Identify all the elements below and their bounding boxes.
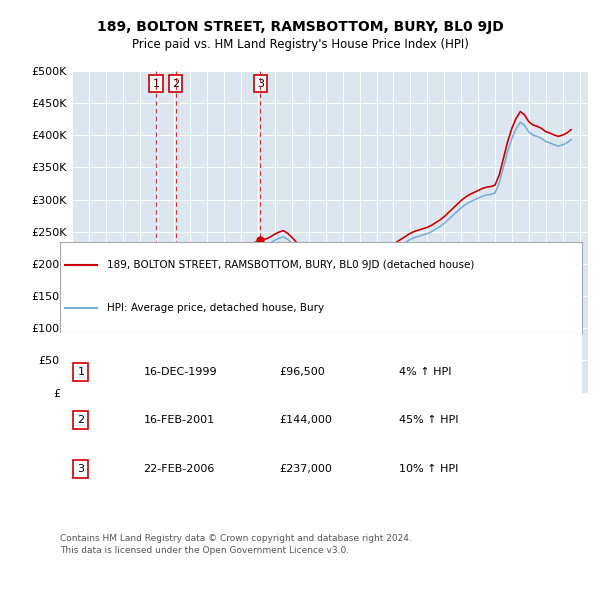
Text: 16-DEC-1999: 16-DEC-1999: [143, 366, 217, 376]
Text: 3: 3: [77, 464, 85, 474]
Text: 45% ↑ HPI: 45% ↑ HPI: [400, 415, 459, 425]
Text: 2: 2: [172, 78, 179, 88]
Text: 189, BOLTON STREET, RAMSBOTTOM, BURY, BL0 9JD (detached house): 189, BOLTON STREET, RAMSBOTTOM, BURY, BL…: [107, 260, 475, 270]
Text: 10% ↑ HPI: 10% ↑ HPI: [400, 464, 458, 474]
Text: 3: 3: [257, 78, 264, 88]
Text: 189, BOLTON STREET, RAMSBOTTOM, BURY, BL0 9JD: 189, BOLTON STREET, RAMSBOTTOM, BURY, BL…: [97, 19, 503, 34]
Text: £144,000: £144,000: [279, 415, 332, 425]
Text: 4% ↑ HPI: 4% ↑ HPI: [400, 366, 452, 376]
Text: £96,500: £96,500: [279, 366, 325, 376]
Text: 16-FEB-2001: 16-FEB-2001: [143, 415, 215, 425]
Text: 22-FEB-2006: 22-FEB-2006: [143, 464, 215, 474]
Text: Price paid vs. HM Land Registry's House Price Index (HPI): Price paid vs. HM Land Registry's House …: [131, 38, 469, 51]
Text: £237,000: £237,000: [279, 464, 332, 474]
Text: HPI: Average price, detached house, Bury: HPI: Average price, detached house, Bury: [107, 303, 324, 313]
Text: 1: 1: [77, 366, 85, 376]
Text: 2: 2: [77, 415, 85, 425]
Text: 1: 1: [152, 78, 160, 88]
Text: Contains HM Land Registry data © Crown copyright and database right 2024.
This d: Contains HM Land Registry data © Crown c…: [60, 534, 412, 555]
